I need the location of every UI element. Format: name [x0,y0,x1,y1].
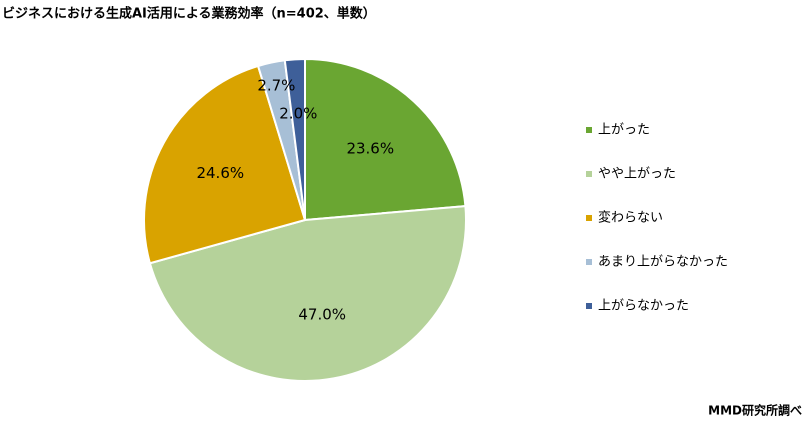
legend-swatch [586,259,592,265]
data-label: 2.0% [279,104,317,122]
legend-swatch [586,215,592,221]
legend-swatch [586,303,592,309]
pie-slice [283,57,306,221]
data-label: 47.0% [298,306,346,324]
data-label: 23.6% [346,139,394,157]
legend-label: あまり上がらなかった [598,255,728,270]
legend-label: 上がった [598,123,650,138]
legend-swatch [586,171,592,177]
source-note: MMD研究所調べ [708,403,802,418]
legend-label: 上がらなかった [598,299,689,314]
pie-slice [143,64,307,265]
chart-title: ビジネスにおける生成AI活用による業務効率（n=402、単数） [2,6,376,22]
pie-slice [304,57,467,222]
legend-label: 変わらない [598,210,663,226]
data-label: 2.7% [257,77,295,95]
data-label: 24.6% [196,164,244,182]
legend-swatch [586,127,592,133]
pie-slice [148,205,467,382]
legend-label: やや上がった [598,167,676,182]
